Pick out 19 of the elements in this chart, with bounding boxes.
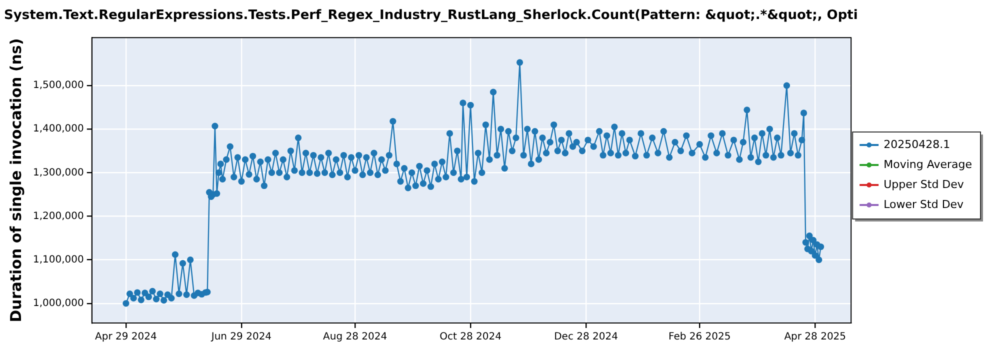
x-tick-label: Apr 29 2024 xyxy=(95,332,157,343)
y-tick-label: 1,200,000 xyxy=(32,210,84,222)
legend-label: 20250428.1 xyxy=(884,138,950,151)
legend-label: Upper Std Dev xyxy=(884,178,964,191)
x-tick-label: Jun 29 2024 xyxy=(210,332,272,343)
chart-title: System.Text.RegularExpressions.Tests.Perf_Regex_Industry_RustLang_Sherlock.Count(Pattern: &quot;.*&quot;, Opti xyxy=(4,8,858,24)
x-tick-label: Apr 28 2025 xyxy=(784,332,846,343)
y-axis-title: Duration of single invocation (ns) xyxy=(6,38,25,322)
x-tick-label: Oct 28 2024 xyxy=(440,332,502,343)
y-tick-label: 1,100,000 xyxy=(32,254,84,266)
legend-label: Lower Std Dev xyxy=(884,198,964,211)
x-tick-label: Dec 28 2024 xyxy=(554,332,618,343)
y-tick-label: 1,400,000 xyxy=(32,124,84,135)
x-tick-label: Aug 28 2024 xyxy=(323,332,388,343)
y-tick-label: 1,300,000 xyxy=(32,167,84,178)
legend-label: Moving Average xyxy=(884,158,972,171)
y-tick-label: 1,500,000 xyxy=(32,80,84,92)
x-tick-label: Feb 26 2025 xyxy=(668,332,731,343)
y-tick-label: 1,000,000 xyxy=(32,298,84,309)
